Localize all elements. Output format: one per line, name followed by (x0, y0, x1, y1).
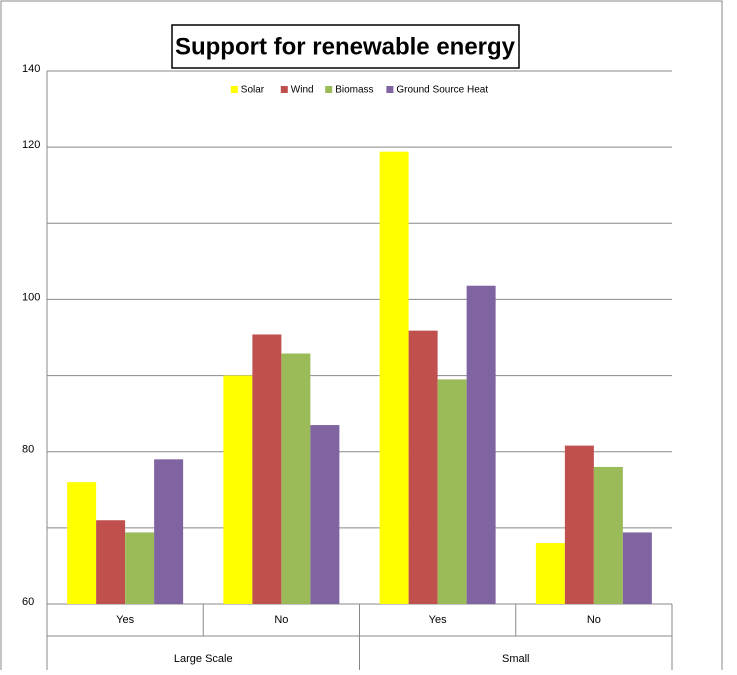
legend-label: Wind (291, 85, 314, 96)
bar (310, 425, 340, 604)
bar (466, 285, 496, 604)
legend-swatch (386, 86, 394, 93)
bar (281, 353, 311, 604)
bar (593, 466, 623, 604)
y-tick-label: 120 (22, 139, 40, 151)
bar (96, 520, 126, 604)
bar (125, 532, 155, 604)
bar (564, 445, 594, 604)
group-label: Large Scale (174, 653, 233, 665)
bar (154, 459, 184, 604)
bar (379, 151, 409, 604)
x-tick-label: Yes (429, 614, 447, 626)
bar (535, 543, 565, 604)
bar (252, 334, 282, 604)
x-tick-label: No (274, 614, 288, 626)
legend-swatch (280, 86, 288, 93)
legend-label: Ground Source Heat (396, 85, 488, 96)
bar (67, 482, 97, 604)
title-box (171, 24, 520, 69)
bar (223, 375, 253, 604)
bar (437, 379, 467, 604)
bar (622, 532, 652, 604)
group-label: Small (502, 653, 530, 665)
y-tick-label: 80 (22, 444, 34, 456)
y-tick-label: 100 (22, 291, 40, 303)
legend-swatch (325, 86, 333, 93)
y-tick-label: 140 (22, 63, 40, 75)
chart-title: Support for renewable energy (175, 33, 516, 60)
x-tick-label: No (587, 614, 601, 626)
legend-label: Biomass (335, 85, 373, 96)
x-tick-label: Yes (116, 614, 134, 626)
legend-swatch (230, 86, 238, 93)
y-tick-label: 60 (22, 596, 34, 608)
bar (408, 330, 438, 604)
legend-label: Solar (241, 85, 265, 96)
